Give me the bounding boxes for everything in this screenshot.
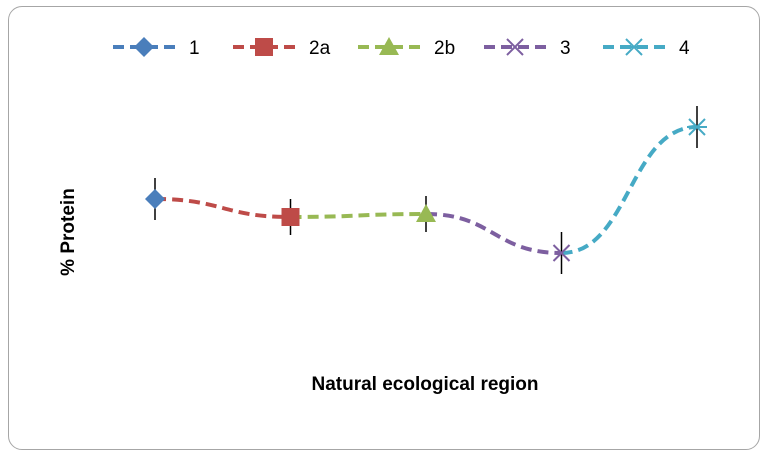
- legend-item-4: 4: [603, 38, 690, 59]
- y-axis-label: % Protein: [58, 188, 79, 276]
- legend-label-2b: 2b: [434, 38, 455, 59]
- legend-marker-3: [506, 38, 524, 56]
- legend: 1 2a 2b 3 4: [113, 37, 690, 59]
- legend-marker-1: [134, 37, 154, 57]
- x-axis-label: Natural ecological region: [312, 374, 539, 395]
- legend-marker-4: [624, 38, 644, 56]
- series-line-2b: [290, 212, 427, 219]
- series-line-3: [425, 212, 562, 255]
- legend-marker-2b: [379, 37, 399, 55]
- plot-area: [145, 106, 707, 274]
- series-line-2a: [154, 197, 291, 219]
- legend-label-1: 1: [189, 38, 200, 59]
- legend-item-1: 1: [113, 37, 200, 59]
- legend-label-4: 4: [679, 38, 690, 59]
- chart-frame: [8, 6, 760, 450]
- data-point-4: [687, 118, 707, 136]
- legend-item-2b: 2b: [358, 37, 455, 59]
- legend-item-2a: 2a: [233, 38, 331, 59]
- data-point-1: [145, 189, 165, 209]
- data-point-2a: [281, 208, 300, 226]
- legend-item-3: 3: [484, 38, 571, 59]
- legend-marker-2a: [255, 38, 273, 56]
- legend-label-3: 3: [560, 38, 571, 59]
- legend-label-2a: 2a: [309, 38, 331, 59]
- series-line-4: [561, 125, 698, 255]
- data-point-3: [552, 244, 571, 262]
- data-point-2b: [416, 204, 436, 222]
